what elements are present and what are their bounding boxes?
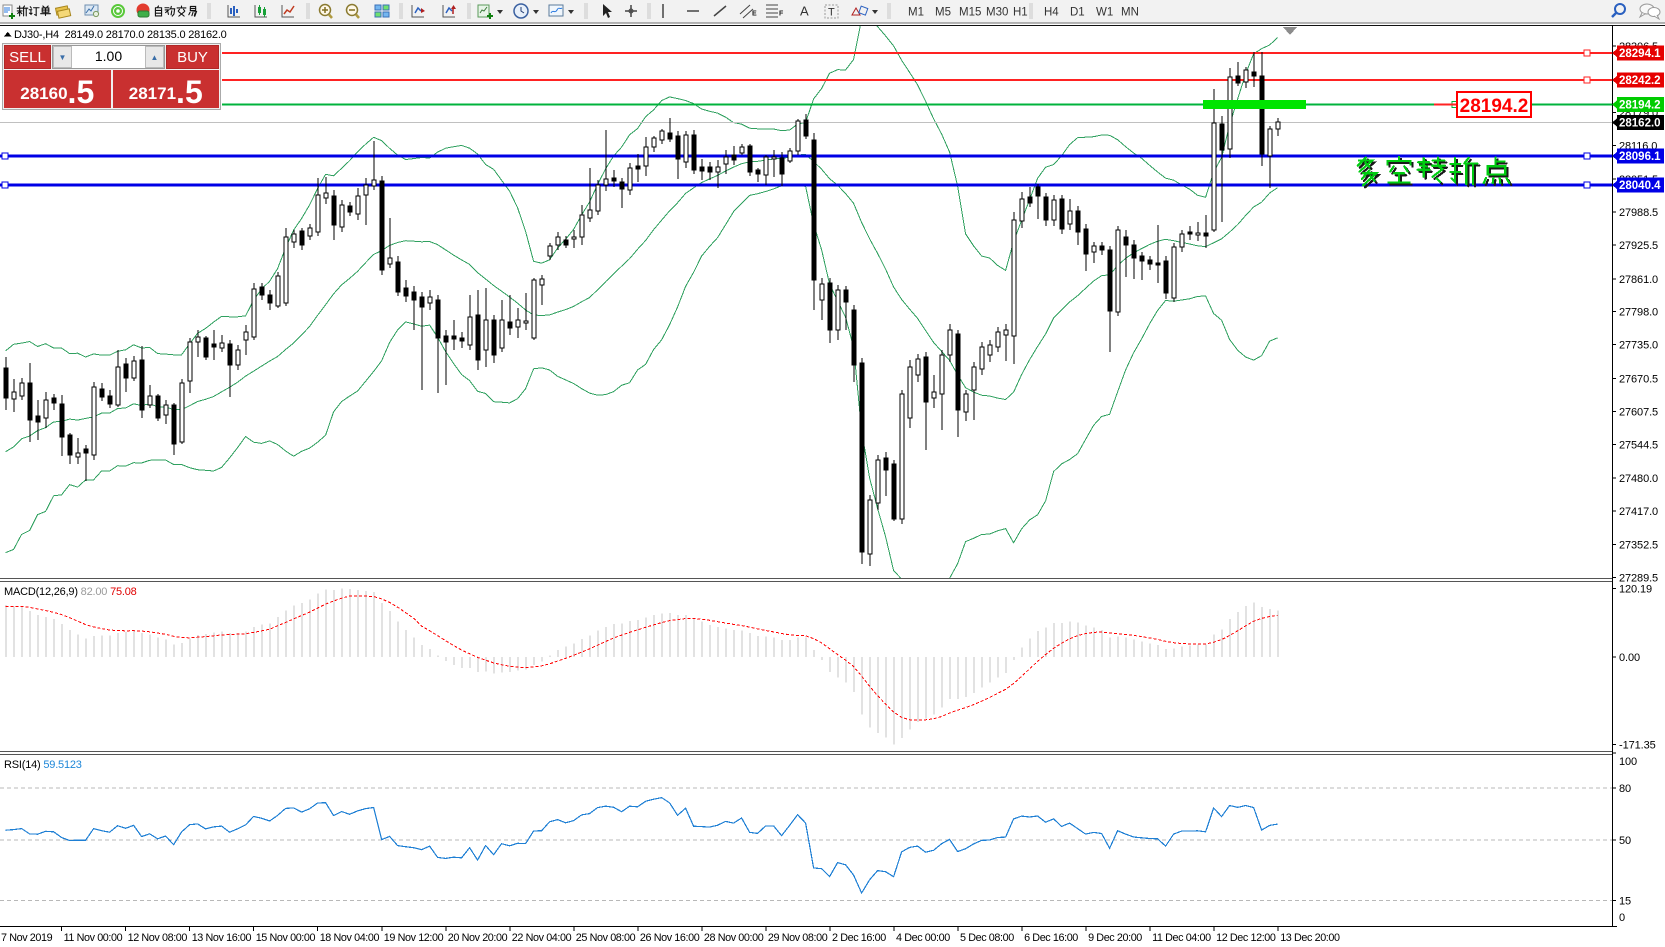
svg-text:19 Nov 12:00: 19 Nov 12:00 <box>384 932 444 944</box>
svg-text:20 Nov 20:00: 20 Nov 20:00 <box>448 932 508 944</box>
svg-text:27988.5: 27988.5 <box>1619 207 1658 219</box>
svg-text:28162.0: 28162.0 <box>1619 118 1661 130</box>
svg-text:15: 15 <box>1619 896 1631 908</box>
svg-text:H4: H4 <box>1044 7 1059 19</box>
svg-text:13 Nov 16:00: 13 Nov 16:00 <box>192 932 252 944</box>
svg-text:22 Nov 04:00: 22 Nov 04:00 <box>512 932 572 944</box>
svg-text:12 Nov 08:00: 12 Nov 08:00 <box>128 932 188 944</box>
svg-text:9 Dec 20:00: 9 Dec 20:00 <box>1088 932 1142 944</box>
svg-text:28294.1: 28294.1 <box>1619 48 1661 60</box>
svg-text:A: A <box>800 4 809 19</box>
svg-text:100: 100 <box>1619 756 1637 768</box>
svg-text:0.00: 0.00 <box>1619 652 1640 664</box>
svg-text:13 Dec 20:00: 13 Dec 20:00 <box>1280 932 1340 944</box>
svg-text:18 Nov 04:00: 18 Nov 04:00 <box>320 932 380 944</box>
svg-text:D1: D1 <box>1070 7 1085 19</box>
svg-text:M15: M15 <box>959 7 981 19</box>
svg-text:W1: W1 <box>1096 7 1113 19</box>
svg-text:7 Nov 2019: 7 Nov 2019 <box>1 932 53 944</box>
svg-text:11 Nov 00:00: 11 Nov 00:00 <box>64 932 123 944</box>
svg-text:27480.0: 27480.0 <box>1619 473 1658 485</box>
svg-text:27417.0: 27417.0 <box>1619 506 1658 518</box>
svg-text:2 Dec 16:00: 2 Dec 16:00 <box>832 932 886 944</box>
svg-text:50: 50 <box>1619 835 1631 847</box>
svg-text:E: E <box>752 11 757 18</box>
svg-text:27798.0: 27798.0 <box>1619 307 1658 319</box>
svg-text:DJ30-,H4 28149.0 28170.0 2813: DJ30-,H4 28149.0 28170.0 28135.0 28162.0 <box>14 29 227 41</box>
svg-text:H1: H1 <box>1013 7 1028 19</box>
svg-text:0: 0 <box>1619 912 1625 924</box>
svg-text:27289.5: 27289.5 <box>1619 573 1658 585</box>
svg-text:T: T <box>828 7 835 19</box>
svg-text:F: F <box>779 11 784 18</box>
svg-text:27861.0: 27861.0 <box>1619 274 1658 286</box>
svg-text:M30: M30 <box>986 7 1008 19</box>
svg-text:27352.5: 27352.5 <box>1619 540 1658 552</box>
svg-text:RSI(14) 59.5123: RSI(14) 59.5123 <box>4 759 82 771</box>
svg-text:MN: MN <box>1121 7 1139 19</box>
svg-text:28194.2: 28194.2 <box>1619 100 1661 112</box>
svg-text:28194.2: 28194.2 <box>1460 96 1529 117</box>
svg-text:28096.1: 28096.1 <box>1619 151 1661 163</box>
svg-text:27607.5: 27607.5 <box>1619 406 1658 418</box>
svg-text:27735.0: 27735.0 <box>1619 340 1658 352</box>
svg-text:11 Dec 04:00: 11 Dec 04:00 <box>1152 932 1211 944</box>
svg-text:25 Nov 08:00: 25 Nov 08:00 <box>576 932 636 944</box>
svg-text:12 Dec 12:00: 12 Dec 12:00 <box>1216 932 1276 944</box>
svg-text:27544.5: 27544.5 <box>1619 439 1658 451</box>
svg-text:27925.5: 27925.5 <box>1619 240 1658 252</box>
svg-text:M5: M5 <box>935 7 951 19</box>
svg-text:80: 80 <box>1619 783 1631 795</box>
svg-text:29 Nov 08:00: 29 Nov 08:00 <box>768 932 828 944</box>
svg-text:6 Dec 16:00: 6 Dec 16:00 <box>1024 932 1078 944</box>
svg-text:MACD(12,26,9) 82.00 75.08: MACD(12,26,9) 82.00 75.08 <box>4 586 137 598</box>
svg-text:26 Nov 16:00: 26 Nov 16:00 <box>640 932 700 944</box>
svg-text:M1: M1 <box>908 7 924 19</box>
svg-text:4 Dec 00:00: 4 Dec 00:00 <box>896 932 950 944</box>
svg-text:28040.4: 28040.4 <box>1619 180 1661 192</box>
svg-text:-171.35: -171.35 <box>1619 739 1656 751</box>
svg-text:27670.5: 27670.5 <box>1619 373 1658 385</box>
svg-text:120.19: 120.19 <box>1619 584 1652 596</box>
svg-text:28242.2: 28242.2 <box>1619 75 1661 87</box>
svg-text:15 Nov 00:00: 15 Nov 00:00 <box>256 932 316 944</box>
svg-text:5 Dec 08:00: 5 Dec 08:00 <box>960 932 1014 944</box>
svg-text:28 Nov 00:00: 28 Nov 00:00 <box>704 932 764 944</box>
